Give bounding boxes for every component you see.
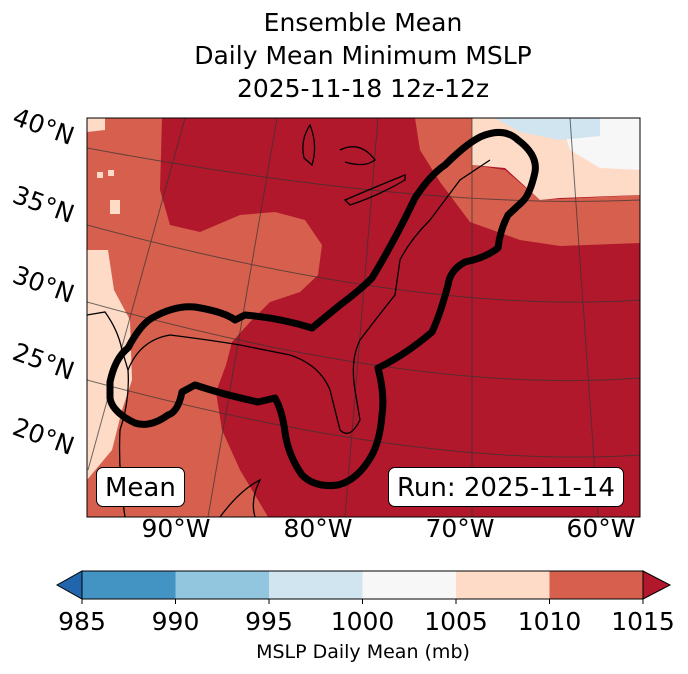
lon-label-80w: 80°W: [283, 514, 353, 543]
colorbar-segment: [269, 571, 363, 599]
colorbar-segment: [456, 571, 550, 599]
pressure-field: [87, 118, 640, 517]
field-1005-corner: [87, 118, 105, 132]
colorbar-segment: [362, 571, 457, 599]
colorbar-tick-label: 1015: [611, 607, 675, 636]
field-995-northeast: [495, 118, 600, 140]
colorbar-over-arrow: [642, 570, 672, 600]
map-frame: [86, 117, 641, 518]
colorbar-segment: [82, 571, 176, 599]
colorbar-tick-label: 1000: [330, 607, 395, 636]
colorbar-segment: [549, 571, 644, 599]
colorbar-tick-label: 995: [245, 607, 293, 636]
run-label-box: Run: 2025-11-14: [388, 467, 624, 507]
field-1010-west: [87, 118, 322, 517]
colorbar: [55, 570, 672, 604]
lon-label-60w: 60°W: [566, 514, 636, 543]
colorbar-tick-label: 1005: [424, 607, 488, 636]
field-1010-northeast: [415, 118, 640, 246]
field-patch: [97, 172, 103, 178]
field-patch: [110, 200, 120, 214]
colorbar-under-arrow: [55, 570, 83, 600]
colorbar-label: MSLP Daily Mean (mb): [256, 641, 470, 663]
colorbar-tick-label: 990: [151, 607, 200, 636]
title-line-3: 2025-11-18 12z-12z: [236, 74, 490, 103]
lon-label-90w: 90°W: [141, 514, 211, 543]
title-line-1: Ensemble Mean: [263, 8, 463, 37]
probability-contour: [106, 128, 539, 489]
lon-label-70w: 70°W: [425, 514, 495, 543]
title-line-2: Daily Mean Minimum MSLP: [194, 41, 532, 70]
colorbar-tick-label: 985: [58, 607, 106, 636]
mean-label-box: Mean: [96, 467, 185, 507]
field-1005-west: [87, 250, 132, 480]
field-patch: [108, 170, 114, 176]
colorbar-segment: [175, 571, 270, 599]
colorbar-tick-label: 1010: [517, 607, 582, 636]
